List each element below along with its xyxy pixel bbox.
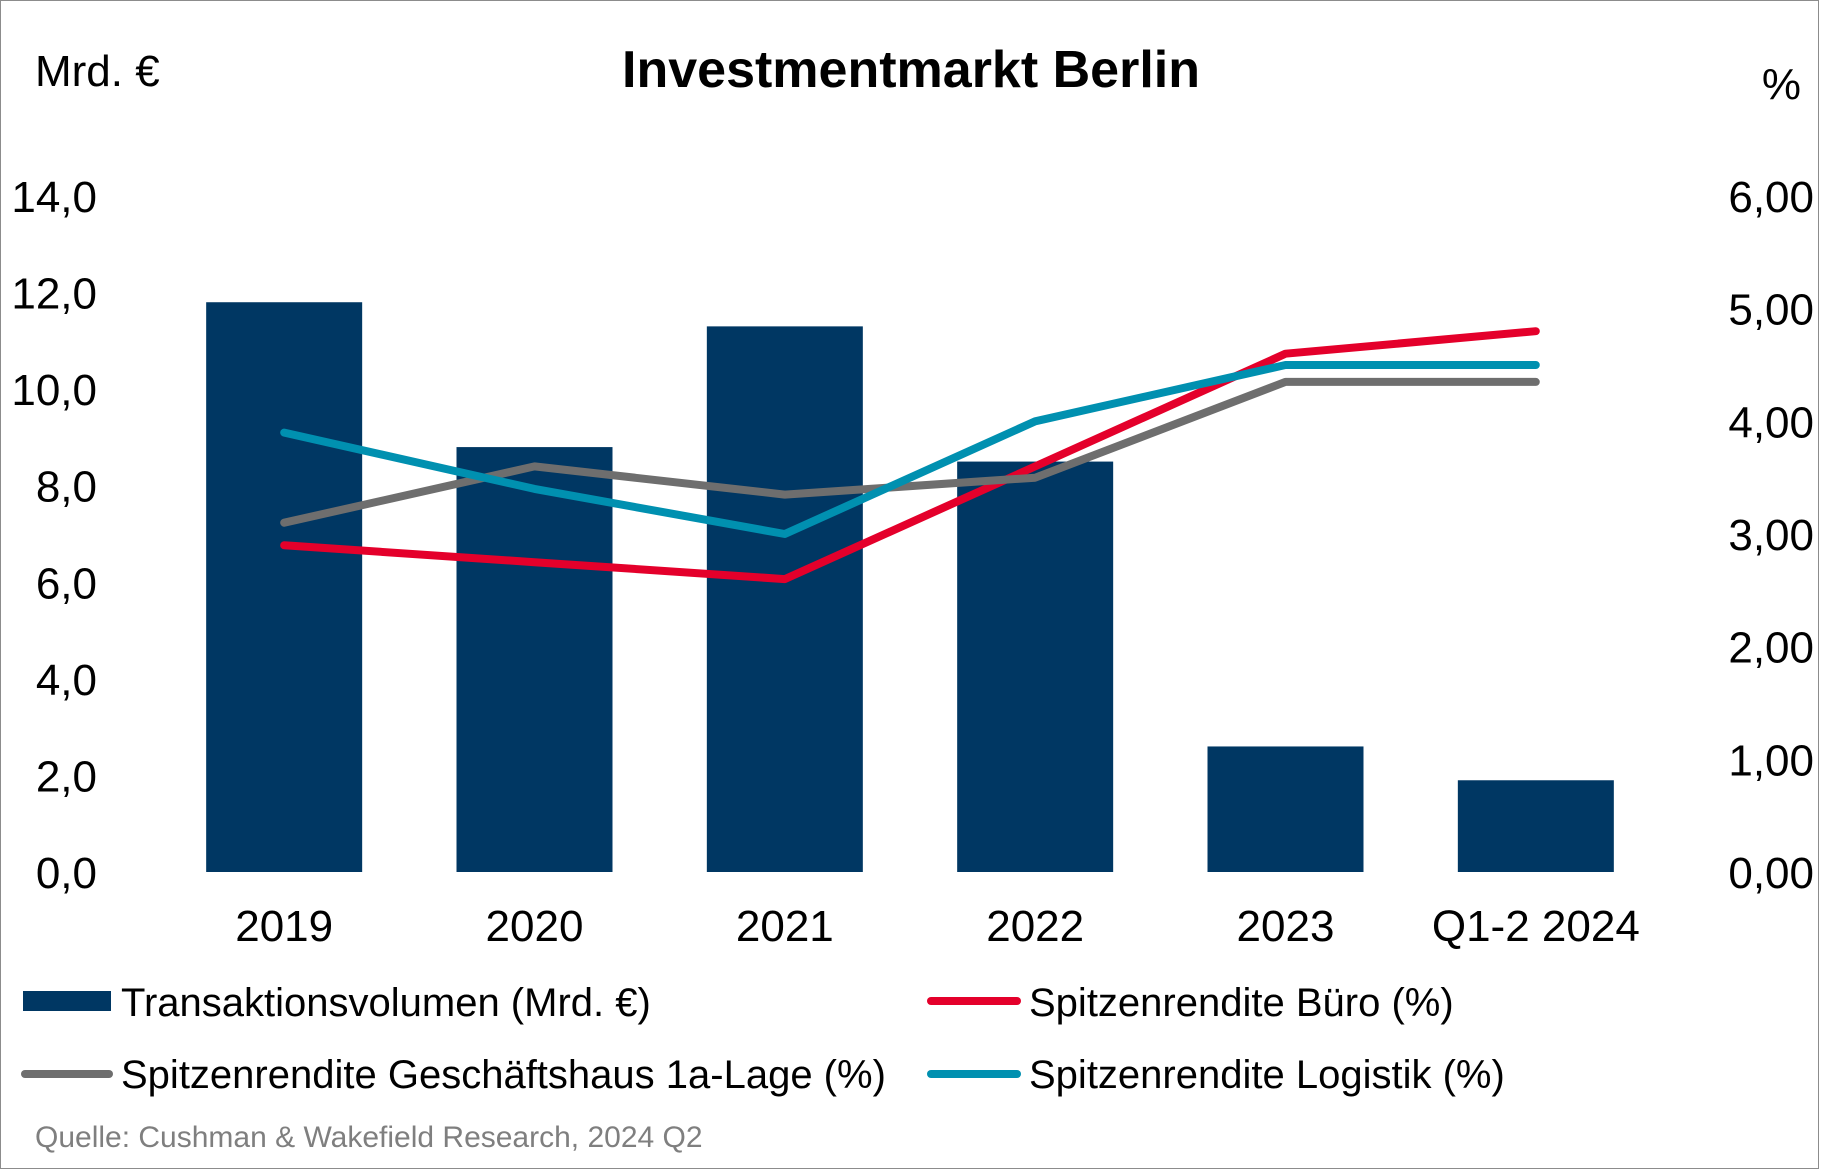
line-group bbox=[280, 327, 1540, 584]
legend-label-spitzenrendite-geschaeftshaus: Spitzenrendite Geschäftshaus 1a-Lage (%) bbox=[121, 1053, 886, 1097]
left-tick-label: 6,0 bbox=[36, 559, 97, 608]
line-series-0 bbox=[280, 327, 1540, 584]
line-series-2 bbox=[280, 361, 1540, 538]
x-tick-label: 2020 bbox=[486, 902, 584, 951]
right-axis-unit: % bbox=[1762, 60, 1801, 109]
left-tick-label: 4,0 bbox=[36, 656, 97, 705]
left-tick-label: 8,0 bbox=[36, 463, 97, 512]
left-tick-label: 14,0 bbox=[11, 173, 97, 222]
chart-title: Investmentmarkt Berlin bbox=[622, 41, 1200, 99]
left-tick-label: 0,0 bbox=[36, 849, 97, 898]
legend-label-spitzenrendite-buero: Spitzenrendite Büro (%) bbox=[1029, 981, 1454, 1025]
source-note: Quelle: Cushman & Wakefield Research, 20… bbox=[35, 1121, 703, 1154]
left-tick-label: 12,0 bbox=[11, 270, 97, 319]
legend: Transaktionsvolumen (Mrd. €) Spitzenrend… bbox=[21, 981, 1505, 1097]
bar-2022 bbox=[957, 461, 1114, 872]
right-tick-label: 2,00 bbox=[1728, 624, 1814, 673]
x-tick-label: 2022 bbox=[986, 902, 1084, 951]
legend-label-spitzenrendite-logistik: Spitzenrendite Logistik (%) bbox=[1029, 1053, 1505, 1097]
legend-swatch-transaktionsvolumen bbox=[23, 991, 111, 1011]
bar-group bbox=[206, 302, 1614, 872]
right-tick-label: 6,00 bbox=[1728, 173, 1814, 222]
bar-2021 bbox=[706, 326, 863, 872]
right-axis-ticks: 0,00 1,00 2,00 3,00 4,00 5,00 6,00 bbox=[1728, 173, 1814, 898]
bar-2020 bbox=[456, 447, 613, 872]
bar-2019 bbox=[206, 302, 363, 872]
right-tick-label: 5,00 bbox=[1728, 286, 1814, 335]
x-tick-label: 2023 bbox=[1237, 902, 1335, 951]
right-tick-label: 4,00 bbox=[1728, 398, 1814, 447]
left-tick-label: 10,0 bbox=[11, 366, 97, 415]
bar-2023 bbox=[1207, 746, 1364, 872]
right-tick-label: 0,00 bbox=[1728, 849, 1814, 898]
x-tick-label: Q1-2 2024 bbox=[1432, 902, 1640, 951]
left-axis-ticks: 0,0 2,0 4,0 6,0 8,0 10,0 12,0 14,0 bbox=[11, 173, 97, 898]
legend-label-transaktionsvolumen: Transaktionsvolumen (Mrd. €) bbox=[121, 981, 651, 1025]
right-tick-label: 1,00 bbox=[1728, 736, 1814, 785]
bar-q1-2-2024 bbox=[1457, 780, 1614, 872]
left-tick-label: 2,0 bbox=[36, 752, 97, 801]
x-tick-label: 2019 bbox=[235, 902, 333, 951]
left-axis-unit: Mrd. € bbox=[35, 47, 160, 96]
right-tick-label: 3,00 bbox=[1728, 511, 1814, 560]
x-tick-label: 2021 bbox=[736, 902, 834, 951]
x-axis-ticks: 2019 2020 2021 2022 2023 Q1-2 2024 bbox=[235, 902, 1640, 951]
